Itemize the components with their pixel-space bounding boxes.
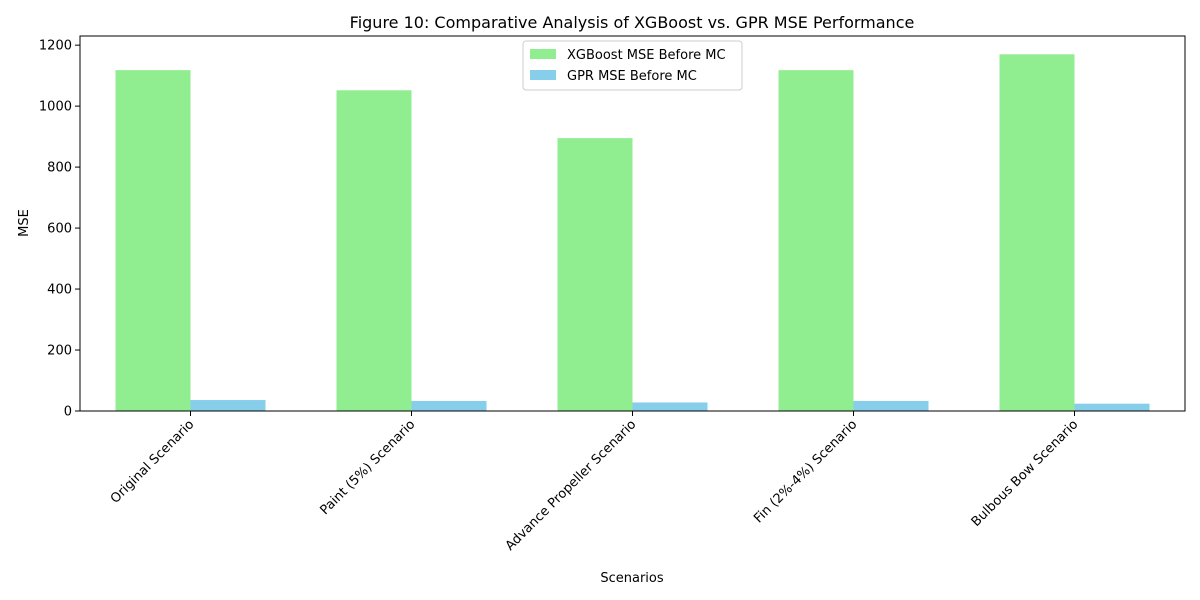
y-tick-label: 600 [47,222,72,237]
bar-xgboost [336,90,412,411]
y-tick-label: 200 [47,344,72,359]
bar-xgboost [999,54,1075,411]
legend-swatch [530,70,556,80]
legend-box [522,40,743,91]
bar-gpr [1074,403,1150,411]
y-tick-label: 800 [47,161,72,176]
x-tick-label: Original Scenario [108,417,197,506]
bar-gpr [411,400,487,411]
legend-label: GPR MSE Before MC [567,69,697,84]
y-tick-label: 400 [47,283,72,298]
bar-xgboost [115,70,191,412]
x-tick-label: Paint (5%) Scenario [317,417,418,518]
x-axis-label: Scenarios [600,571,664,586]
bar-xgboost [778,70,854,412]
y-tick-label: 1200 [39,39,72,54]
bar-xgboost [557,138,633,411]
y-tick-label: 0 [64,405,72,420]
y-axis-label: MSE [17,209,32,237]
bar-gpr [190,400,266,411]
legend-label: XGBoost MSE Before MC [567,48,726,63]
bar-gpr [853,400,929,411]
legend-swatch [530,49,556,59]
plot-area: 0 200 400 600 800 1000 1200 Original Scenario Pa… [39,35,1186,554]
chart-title: Figure 10: Comparative Analysis of XGBoo… [350,13,915,32]
x-tick-label: Fin (2%-4%) Scenario [751,417,860,526]
x-tick-label: Bulbous Bow Scenario [969,417,1082,530]
y-tick-label: 1000 [39,100,72,115]
bar-gpr [632,402,708,411]
x-tick-label: Advance Propeller Scenario [503,417,640,554]
